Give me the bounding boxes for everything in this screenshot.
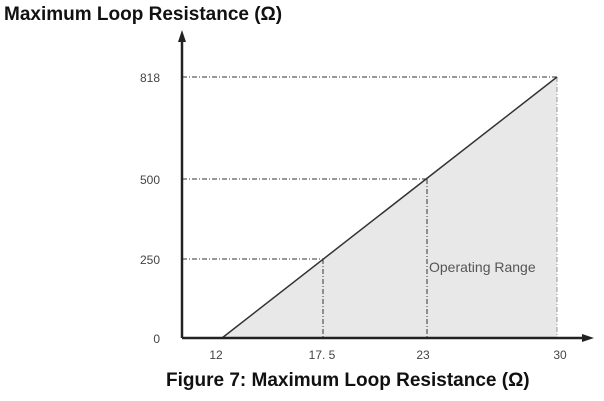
guide-lines [182, 76, 558, 338]
x-axis-arrow-icon [582, 334, 594, 342]
y-tick: 0 [153, 332, 160, 346]
operating-range-label: Operating Range [429, 259, 536, 275]
y-tick: 818 [140, 71, 160, 85]
y-tick: 250 [140, 253, 160, 267]
y-tick: 500 [140, 173, 160, 187]
x-tick: 30 [553, 348, 567, 362]
chart-title: Maximum Loop Resistance (Ω) [4, 4, 283, 25]
x-tick: 17. 5 [309, 348, 336, 362]
x-tick: 12 [209, 348, 223, 362]
y-axis-arrow-icon [178, 30, 186, 42]
x-tick: 23 [416, 348, 430, 362]
resistance-line [221, 76, 558, 339]
figure-caption: Figure 7: Maximum Loop Resistance (Ω) [166, 370, 530, 391]
